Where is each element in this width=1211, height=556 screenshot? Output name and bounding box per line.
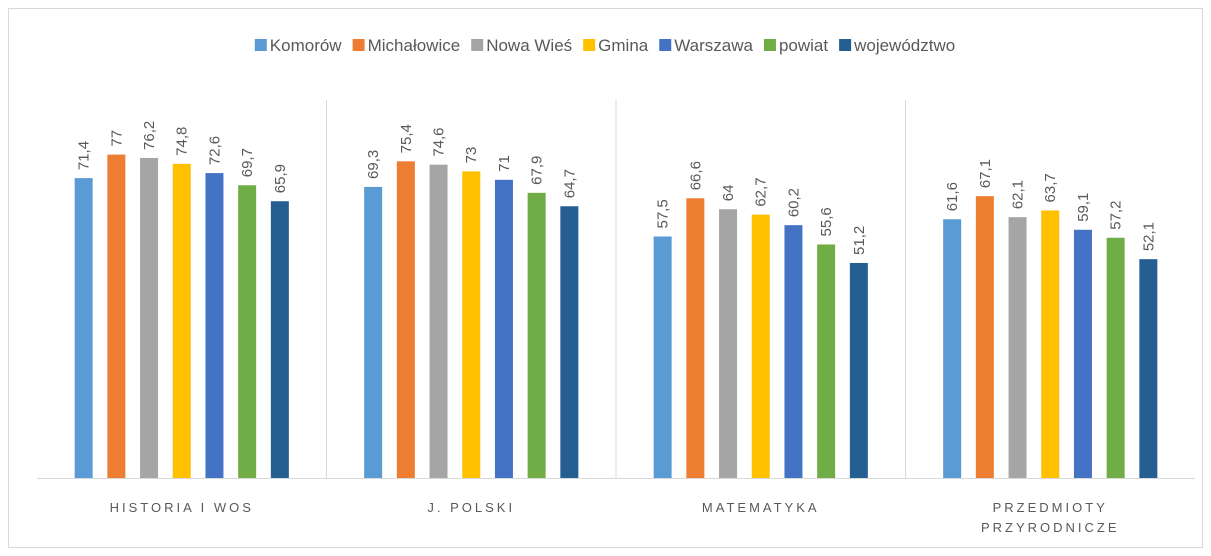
data-label: 64,7 (561, 169, 578, 198)
bar (107, 154, 126, 478)
legend-swatch (254, 39, 267, 51)
data-label: 67,9 (529, 156, 546, 185)
data-label: 64 (720, 185, 737, 202)
bar (1073, 229, 1092, 478)
legend-label: Michałowice (368, 36, 461, 55)
data-label: 71 (496, 155, 513, 172)
data-label: 61,6 (944, 182, 961, 211)
data-label: 52,1 (1140, 222, 1157, 251)
legend-label: Warszawa (674, 36, 753, 55)
bar (1106, 237, 1125, 478)
bar (462, 171, 481, 478)
x-tick-label: HISTORIA I WOS (109, 500, 254, 515)
x-tick-label: MATEMATYKA (701, 500, 820, 515)
bar (270, 201, 289, 478)
legend-label: województwo (853, 36, 955, 55)
data-label: 73 (463, 147, 480, 164)
legend-label: Gmina (598, 36, 649, 55)
bar (719, 209, 738, 478)
bar (364, 186, 383, 478)
data-label: 69,3 (365, 150, 382, 179)
bar (653, 236, 672, 478)
legend-label: Komorów (270, 36, 343, 55)
legend-swatch (839, 39, 852, 51)
data-label: 57,2 (1108, 201, 1125, 230)
data-label: 75,4 (398, 124, 415, 153)
legend-swatch (659, 39, 672, 51)
data-label: 59,1 (1075, 193, 1092, 222)
data-label: 51,2 (851, 226, 868, 255)
x-tick-label: J. POLSKI (427, 500, 516, 515)
bar (494, 179, 513, 479)
data-label: 66,6 (687, 161, 704, 190)
bar (140, 157, 159, 478)
data-label: 74,6 (431, 127, 448, 156)
data-label: 71,4 (76, 141, 93, 170)
legend-label: Nowa Wieś (486, 36, 572, 55)
bar (1041, 210, 1060, 478)
bar (396, 161, 415, 478)
data-label: 57,5 (655, 199, 672, 228)
bar (784, 225, 803, 478)
legend-swatch (583, 39, 596, 51)
bar (1008, 217, 1027, 478)
data-label: 62,7 (753, 177, 770, 206)
data-label: 65,9 (272, 164, 289, 193)
bar (205, 173, 224, 478)
bar (527, 192, 546, 478)
bar (238, 185, 257, 478)
legend-label: powiat (779, 36, 828, 55)
bar (975, 196, 994, 478)
bar (751, 214, 770, 478)
data-label: 62,1 (1010, 180, 1027, 209)
data-label: 72,6 (206, 136, 223, 165)
legend-swatch (352, 39, 365, 51)
bar (686, 198, 705, 478)
bar (74, 178, 93, 478)
legend-swatch (763, 39, 776, 51)
bar (1139, 259, 1158, 478)
data-label: 76,2 (141, 121, 158, 150)
data-label: 63,7 (1042, 173, 1059, 202)
x-tick-label: PRZEDMIOTY PRZYRODNICZE (980, 500, 1120, 535)
data-label: 60,2 (785, 188, 802, 217)
bar (429, 164, 448, 478)
bar (172, 163, 191, 478)
bar (849, 262, 868, 478)
bar (817, 244, 836, 478)
data-label: 74,8 (174, 127, 191, 156)
bar (943, 219, 962, 478)
data-label: 67,1 (977, 159, 994, 188)
bar (560, 206, 579, 478)
data-label: 55,6 (818, 207, 835, 236)
data-label: 77 (108, 130, 125, 147)
legend-swatch (471, 39, 484, 51)
data-label: 69,7 (239, 148, 256, 177)
